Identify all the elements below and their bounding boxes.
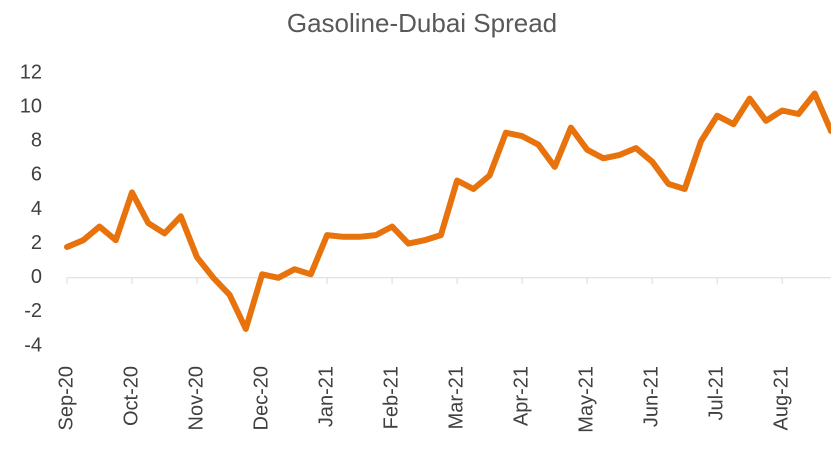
y-tick-label: 12 <box>20 61 42 83</box>
y-tick-label: -2 <box>24 300 42 322</box>
y-tick-label: 4 <box>31 198 42 220</box>
x-tick-label: Jan-21 <box>315 366 337 427</box>
y-tick-label: 6 <box>31 164 42 186</box>
x-tick-label: Mar-21 <box>445 366 467 429</box>
y-tick-label: 2 <box>31 232 42 254</box>
y-tick-label: 8 <box>31 130 42 152</box>
x-tick-label: Jul-21 <box>705 366 727 420</box>
x-tick-label: Dec-20 <box>250 366 272 430</box>
y-tick-label: 0 <box>31 266 42 288</box>
x-tick-label: Nov-20 <box>185 366 207 430</box>
data-line <box>64 90 831 332</box>
x-tick-label: Sep-20 <box>55 366 77 431</box>
y-tick-label: 10 <box>20 95 42 117</box>
x-tick-label: Apr-21 <box>510 366 532 426</box>
x-tick-label: May-21 <box>575 366 597 433</box>
x-tick-label: Aug-21 <box>771 366 793 431</box>
x-tick-label: Feb-21 <box>380 366 402 429</box>
y-tick-label: -4 <box>24 334 42 356</box>
x-tick-label: Jun-21 <box>640 366 662 427</box>
x-tick-label: Oct-20 <box>120 366 142 426</box>
chart-title: Gasoline-Dubai Spread <box>287 8 557 38</box>
